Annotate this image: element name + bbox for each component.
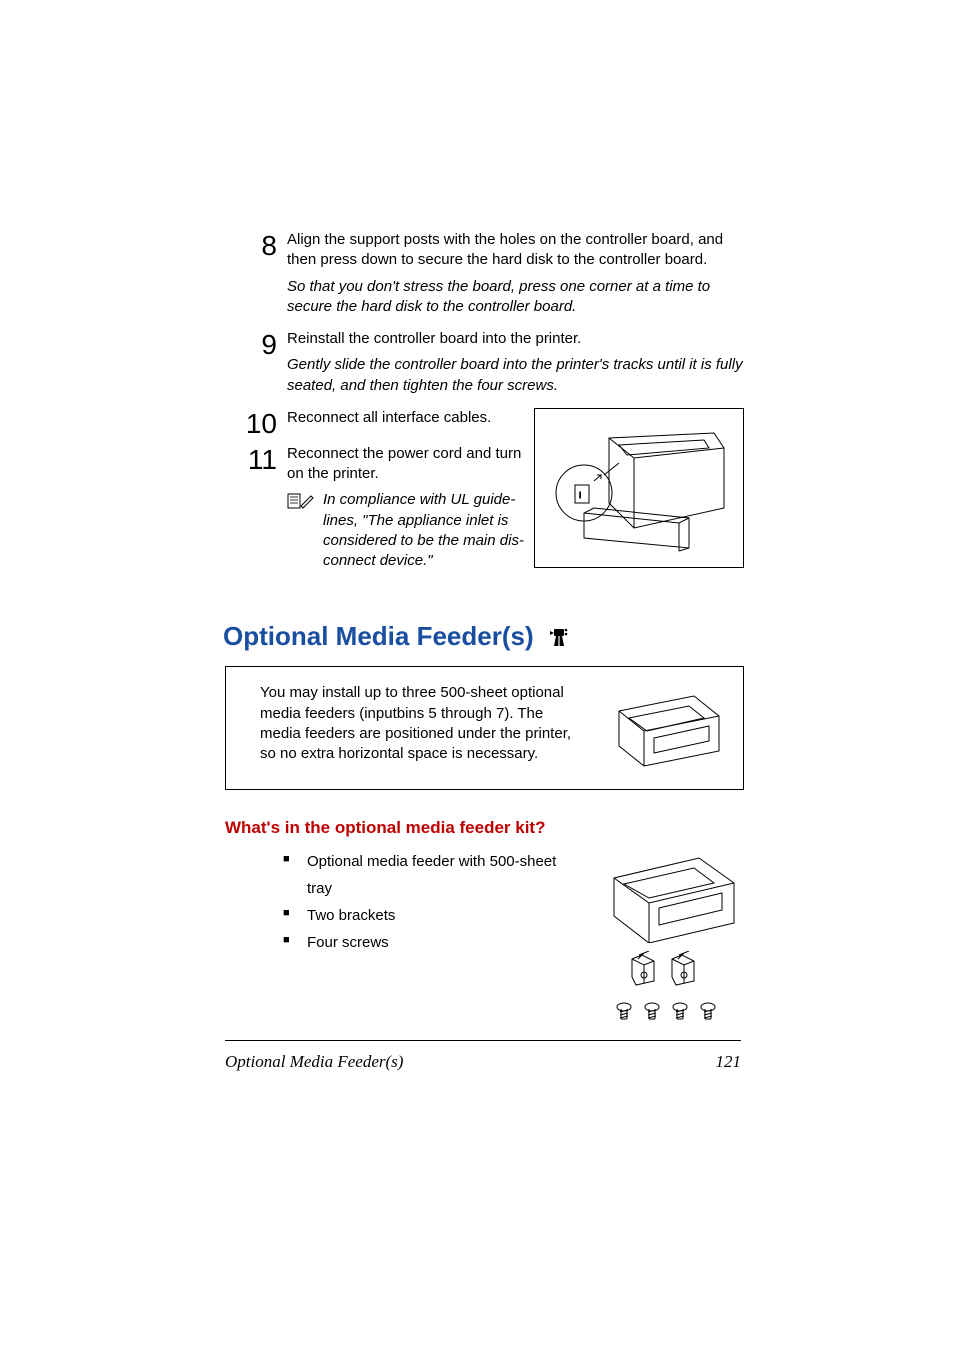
figure-feeder-large bbox=[594, 848, 744, 943]
step-body: Reinstall the controller board into the … bbox=[287, 329, 744, 402]
ul-note: In compliance with UL guide­lines, "The … bbox=[287, 490, 524, 571]
step-body: Reconnect all interface cables. bbox=[287, 408, 524, 438]
step-number: 8 bbox=[225, 230, 287, 323]
document-page: 8 Align the support posts with the holes… bbox=[0, 0, 954, 1351]
kit-item: Two brackets bbox=[283, 902, 574, 929]
intro-text: You may install up to three 500-sheet op… bbox=[260, 683, 587, 764]
kit-row: Optional media feeder with 500-sheet tra… bbox=[225, 848, 744, 1027]
kit-item: Four screws bbox=[283, 929, 574, 956]
step-note: So that you don't stress the board, pres… bbox=[287, 277, 744, 318]
footer-rule bbox=[225, 1040, 741, 1041]
step-11: 11 Reconnect the power cord and turn on … bbox=[225, 444, 524, 572]
intro-box: You may install up to three 500-sheet op… bbox=[225, 666, 744, 790]
step-note: Gently slide the controller board into t… bbox=[287, 355, 744, 396]
steps-with-figure: 10 Reconnect all interface cables. 11 Re… bbox=[225, 408, 744, 578]
step-number: 9 bbox=[225, 329, 287, 402]
step-number: 10 bbox=[225, 408, 287, 438]
step-text: Align the support posts with the holes o… bbox=[287, 230, 744, 271]
section-heading: Optional Media Feeder(s) bbox=[223, 621, 534, 652]
video-icon bbox=[548, 626, 570, 648]
step-8: 8 Align the support posts with the holes… bbox=[225, 230, 744, 323]
step-text: Reconnect the power cord and turn on the… bbox=[287, 444, 524, 485]
footer-title: Optional Media Feeder(s) bbox=[225, 1052, 403, 1072]
step-body: Align the support posts with the holes o… bbox=[287, 230, 744, 323]
steps-column: 10 Reconnect all interface cables. 11 Re… bbox=[225, 408, 524, 578]
svg-text:I: I bbox=[579, 491, 581, 500]
page-footer: Optional Media Feeder(s) 121 bbox=[225, 1052, 741, 1072]
kit-item: Optional media feeder with 500-sheet tra… bbox=[283, 848, 574, 902]
subsection-heading: What's in the optional media feeder kit? bbox=[225, 818, 744, 838]
step-9: 9 Reinstall the controller board into th… bbox=[225, 329, 744, 402]
step-body: Reconnect the power cord and turn on the… bbox=[287, 444, 524, 572]
step-10: 10 Reconnect all interface cables. bbox=[225, 408, 524, 438]
footer-page-number: 121 bbox=[716, 1052, 742, 1072]
section-heading-row: Optional Media Feeder(s) bbox=[223, 621, 744, 652]
figure-screws bbox=[614, 999, 724, 1027]
kit-figures bbox=[594, 848, 744, 1027]
step-text: Reinstall the controller board into the … bbox=[287, 329, 744, 349]
figure-printer-power: I bbox=[534, 408, 744, 568]
step-text: Reconnect all interface cables. bbox=[287, 408, 524, 428]
ul-note-text: In compliance with UL guide­lines, "The … bbox=[323, 490, 524, 571]
figure-feeder-small bbox=[599, 683, 729, 773]
step-number: 11 bbox=[225, 444, 287, 572]
note-pencil-icon bbox=[287, 490, 323, 510]
kit-list: Optional media feeder with 500-sheet tra… bbox=[225, 848, 574, 956]
figure-brackets bbox=[624, 951, 714, 991]
